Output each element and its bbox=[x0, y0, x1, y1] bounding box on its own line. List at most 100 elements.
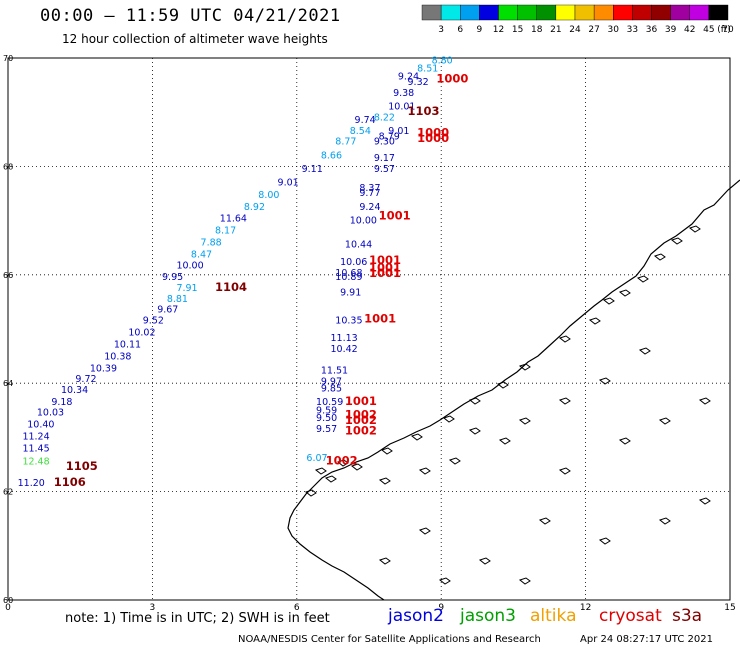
pressure-label: 1002 bbox=[345, 413, 377, 427]
colorbar-tick-label: 27 bbox=[588, 25, 599, 35]
y-tick-label: 66 bbox=[3, 271, 13, 280]
wave-height-label: 9.67 bbox=[157, 305, 178, 316]
colorbar-tick-label: 39 bbox=[665, 25, 677, 35]
island bbox=[378, 477, 391, 485]
colorbar-unit: (ft) bbox=[717, 25, 731, 35]
y-tick-label: 62 bbox=[3, 488, 13, 497]
generation-timestamp: Apr 24 08:27:17 UTC 2021 bbox=[580, 634, 713, 645]
wave-height-label: 7.88 bbox=[201, 238, 222, 249]
island bbox=[418, 467, 431, 475]
x-tick-label: 3 bbox=[150, 603, 156, 613]
island bbox=[688, 225, 701, 233]
x-tick-label: 6 bbox=[294, 603, 300, 613]
island bbox=[638, 347, 651, 355]
wave-height-label: 8.51 bbox=[417, 64, 438, 75]
wave-height-label: 8.66 bbox=[321, 150, 342, 161]
page-subtitle: 12 hour collection of altimeter wave hei… bbox=[62, 32, 328, 46]
island bbox=[588, 317, 601, 325]
island bbox=[558, 335, 571, 343]
wave-height-label: 10.02 bbox=[128, 328, 155, 339]
pressure-label: 1001 bbox=[345, 394, 377, 408]
wave-height-label: 10.01 bbox=[388, 101, 415, 112]
colorbar-legend: 3 6 9 12 15 18 21 24 27 30 33 36 39 42 45 70(ft) bbox=[421, 4, 734, 35]
island bbox=[653, 253, 666, 261]
wave-height-label: 10.59 bbox=[316, 397, 343, 408]
pressure-label: 1104 bbox=[215, 280, 247, 294]
pressure-label: 1000 bbox=[417, 131, 449, 145]
colorbar-tick-label: 18 bbox=[531, 25, 543, 35]
satellite-jason2: jason2 bbox=[388, 606, 444, 626]
island bbox=[380, 447, 393, 455]
y-tick-label: 60 bbox=[3, 596, 13, 605]
pressure-label: 1001 bbox=[369, 253, 401, 267]
island bbox=[602, 297, 615, 305]
footer-note: note: 1) Time is in UTC; 2) SWH is in fe… bbox=[65, 611, 330, 626]
wave-height-label: 9.72 bbox=[75, 374, 96, 385]
island bbox=[350, 463, 363, 471]
pressure-label: 1001 bbox=[369, 261, 401, 275]
wave-height-label: 9.74 bbox=[355, 115, 376, 126]
wave-height-label: 8.80 bbox=[432, 55, 453, 66]
wave-height-label: 9.11 bbox=[302, 164, 323, 175]
island bbox=[658, 417, 671, 425]
island bbox=[618, 289, 631, 297]
coastline bbox=[287, 179, 740, 601]
y-tick-label: 68 bbox=[3, 162, 13, 171]
colorbar-tick-label: 15 bbox=[512, 25, 523, 35]
wave-height-label: 9.77 bbox=[359, 188, 380, 199]
island bbox=[658, 517, 671, 525]
island bbox=[518, 577, 531, 585]
wave-height-label: 10.35 bbox=[335, 316, 362, 327]
island bbox=[538, 517, 551, 525]
credit-line: NOAA/NESDIS Center for Satellite Applica… bbox=[238, 634, 541, 645]
wave-height-label: 9.59 bbox=[316, 406, 337, 417]
wave-height-label: 8.47 bbox=[191, 249, 212, 260]
wave-height-label: 10.38 bbox=[104, 351, 131, 362]
wave-height-label: 10.42 bbox=[330, 344, 357, 355]
wave-height-label: 8.37 bbox=[359, 183, 380, 194]
wave-height-label: 10.89 bbox=[335, 272, 362, 283]
island bbox=[518, 417, 531, 425]
wave-height-label: 10.68 bbox=[335, 268, 362, 279]
map-frame bbox=[7, 57, 731, 601]
pressure-label: 1103 bbox=[408, 104, 440, 118]
wave-height-label: 11.20 bbox=[18, 478, 45, 489]
island bbox=[438, 577, 451, 585]
satellite-cryosat: cryosat bbox=[599, 606, 662, 626]
island bbox=[636, 275, 649, 283]
wave-height-label: 9.18 bbox=[51, 397, 72, 408]
colorbar-tick-label: 36 bbox=[646, 25, 658, 35]
wave-height-label: 9.85 bbox=[321, 383, 342, 394]
wave-height-label: 10.34 bbox=[61, 385, 88, 396]
colorbar-tick-label: 9 bbox=[477, 25, 483, 35]
colorbar-tick-label: 30 bbox=[608, 25, 620, 35]
pressure-label: 1000 bbox=[417, 126, 449, 140]
wave-height-label: 11.45 bbox=[22, 443, 49, 454]
wave-height-label: 8.77 bbox=[335, 137, 356, 148]
island bbox=[448, 457, 461, 465]
island bbox=[418, 527, 431, 535]
wave-height-label: 8.54 bbox=[350, 126, 371, 137]
satellite-jason3: jason3 bbox=[460, 606, 516, 626]
pressure-label: 1106 bbox=[54, 475, 86, 489]
island bbox=[336, 459, 349, 467]
island bbox=[304, 489, 317, 497]
island bbox=[618, 437, 631, 445]
y-tick-label: 70 bbox=[3, 54, 13, 63]
wave-height-label: 10.11 bbox=[114, 339, 141, 350]
island bbox=[378, 557, 391, 565]
satellite-s3a: s3a bbox=[672, 606, 703, 626]
colorbar-tick-label: 70 bbox=[722, 25, 734, 35]
wave-height-label: 10.03 bbox=[37, 408, 64, 419]
island bbox=[498, 437, 511, 445]
colorbar-swatch bbox=[708, 4, 729, 21]
colorbar-tick-label: 12 bbox=[493, 25, 504, 35]
y-tick-label: 64 bbox=[3, 379, 13, 388]
wave-height-label: 10.00 bbox=[350, 215, 377, 226]
wave-height-label: 8.22 bbox=[374, 112, 395, 123]
pressure-label: 1001 bbox=[364, 311, 396, 325]
wave-height-label: 9.97 bbox=[321, 376, 342, 387]
pressure-label: 1000 bbox=[436, 71, 468, 85]
colorbar-tick-label: 24 bbox=[569, 25, 581, 35]
